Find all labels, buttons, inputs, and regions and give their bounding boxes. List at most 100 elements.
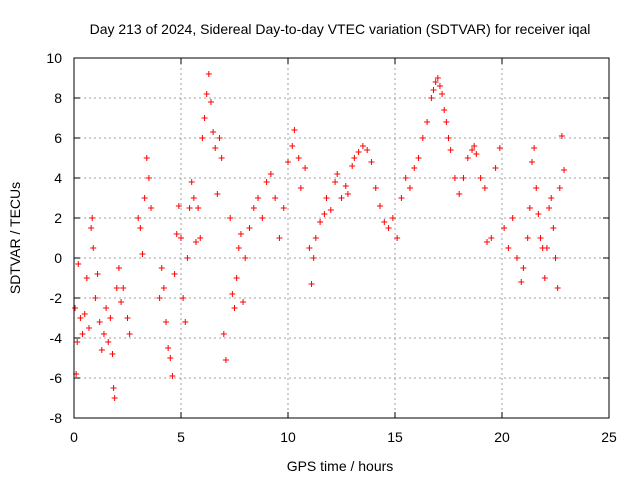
data-point (460, 175, 467, 181)
data-point (212, 145, 219, 151)
data-point (355, 149, 362, 155)
data-point (218, 155, 225, 161)
y-tick-label: 8 (54, 90, 62, 106)
data-point (561, 167, 568, 173)
data-point (394, 235, 401, 241)
data-point (443, 119, 450, 125)
data-point (195, 205, 202, 211)
data-point (524, 235, 531, 241)
data-point (368, 159, 375, 165)
data-point (88, 225, 95, 231)
data-point (334, 171, 341, 177)
data-point (546, 205, 553, 211)
data-point (411, 165, 418, 171)
data-point (505, 245, 512, 251)
data-point (167, 355, 174, 361)
data-point (113, 285, 120, 291)
chart-title: Day 213 of 2024, Sidereal Day-to-day VTE… (90, 21, 591, 37)
data-point (178, 235, 184, 241)
data-point (342, 183, 349, 189)
data-point (220, 331, 227, 337)
data-point (103, 305, 110, 311)
data-point (237, 231, 244, 237)
data-point (332, 179, 339, 185)
data-point (528, 159, 535, 165)
data-point (364, 147, 371, 153)
data-point (338, 195, 345, 201)
data-point (441, 107, 448, 113)
data-points (72, 71, 568, 401)
data-point (531, 145, 538, 151)
data-point (428, 95, 435, 101)
data-point (402, 175, 409, 181)
data-point (186, 205, 193, 211)
data-point (436, 83, 443, 89)
data-point (94, 271, 101, 277)
plot-frame (73, 57, 610, 419)
data-point (92, 295, 99, 301)
y-tick-label: 4 (54, 170, 62, 186)
data-point (210, 129, 217, 135)
data-point (182, 319, 189, 325)
y-tick-label: 10 (46, 50, 62, 66)
data-point (310, 255, 317, 261)
data-point (424, 119, 431, 125)
data-point (535, 211, 542, 217)
data-point (83, 275, 90, 281)
data-point (175, 203, 182, 209)
data-point (306, 245, 313, 251)
data-point (317, 219, 324, 225)
data-point (169, 373, 176, 379)
data-point (406, 185, 413, 191)
data-point (554, 285, 561, 291)
data-point (259, 215, 266, 221)
data-point (419, 135, 426, 141)
data-point (214, 191, 221, 197)
data-point (242, 255, 249, 261)
data-point (558, 133, 565, 139)
data-point (163, 319, 170, 325)
data-point (158, 265, 165, 271)
data-point (477, 175, 484, 181)
data-point (180, 295, 187, 301)
data-point (344, 191, 351, 197)
data-point (430, 87, 437, 93)
data-point (156, 295, 163, 301)
y-tick-label: 0 (54, 250, 62, 266)
data-point (308, 281, 315, 287)
data-point (302, 165, 309, 171)
data-point (526, 205, 533, 211)
x-tick-label: 5 (177, 429, 185, 445)
data-point (537, 235, 544, 241)
data-point (96, 319, 103, 325)
data-point (439, 91, 446, 97)
data-point (77, 315, 84, 321)
data-point (143, 155, 150, 161)
data-point (323, 195, 330, 201)
y-tick-label: -4 (50, 330, 63, 346)
data-point (222, 357, 229, 363)
y-tick-label: 2 (54, 210, 62, 226)
data-point (297, 185, 304, 191)
data-point (227, 215, 234, 221)
data-point (79, 331, 86, 337)
data-point (235, 245, 242, 251)
data-point (188, 179, 195, 185)
data-point (492, 165, 499, 171)
data-point (141, 195, 148, 201)
data-point (464, 155, 471, 161)
data-point (513, 255, 520, 261)
data-point (199, 135, 206, 141)
data-point (75, 261, 82, 267)
data-point (285, 159, 291, 165)
data-point (148, 205, 155, 211)
data-point (105, 339, 112, 345)
y-tick-label: -8 (50, 410, 63, 426)
data-point (192, 239, 199, 245)
data-point (171, 271, 178, 277)
data-point (377, 203, 384, 209)
data-point (207, 99, 214, 105)
data-point (451, 175, 458, 181)
data-point (434, 75, 441, 81)
